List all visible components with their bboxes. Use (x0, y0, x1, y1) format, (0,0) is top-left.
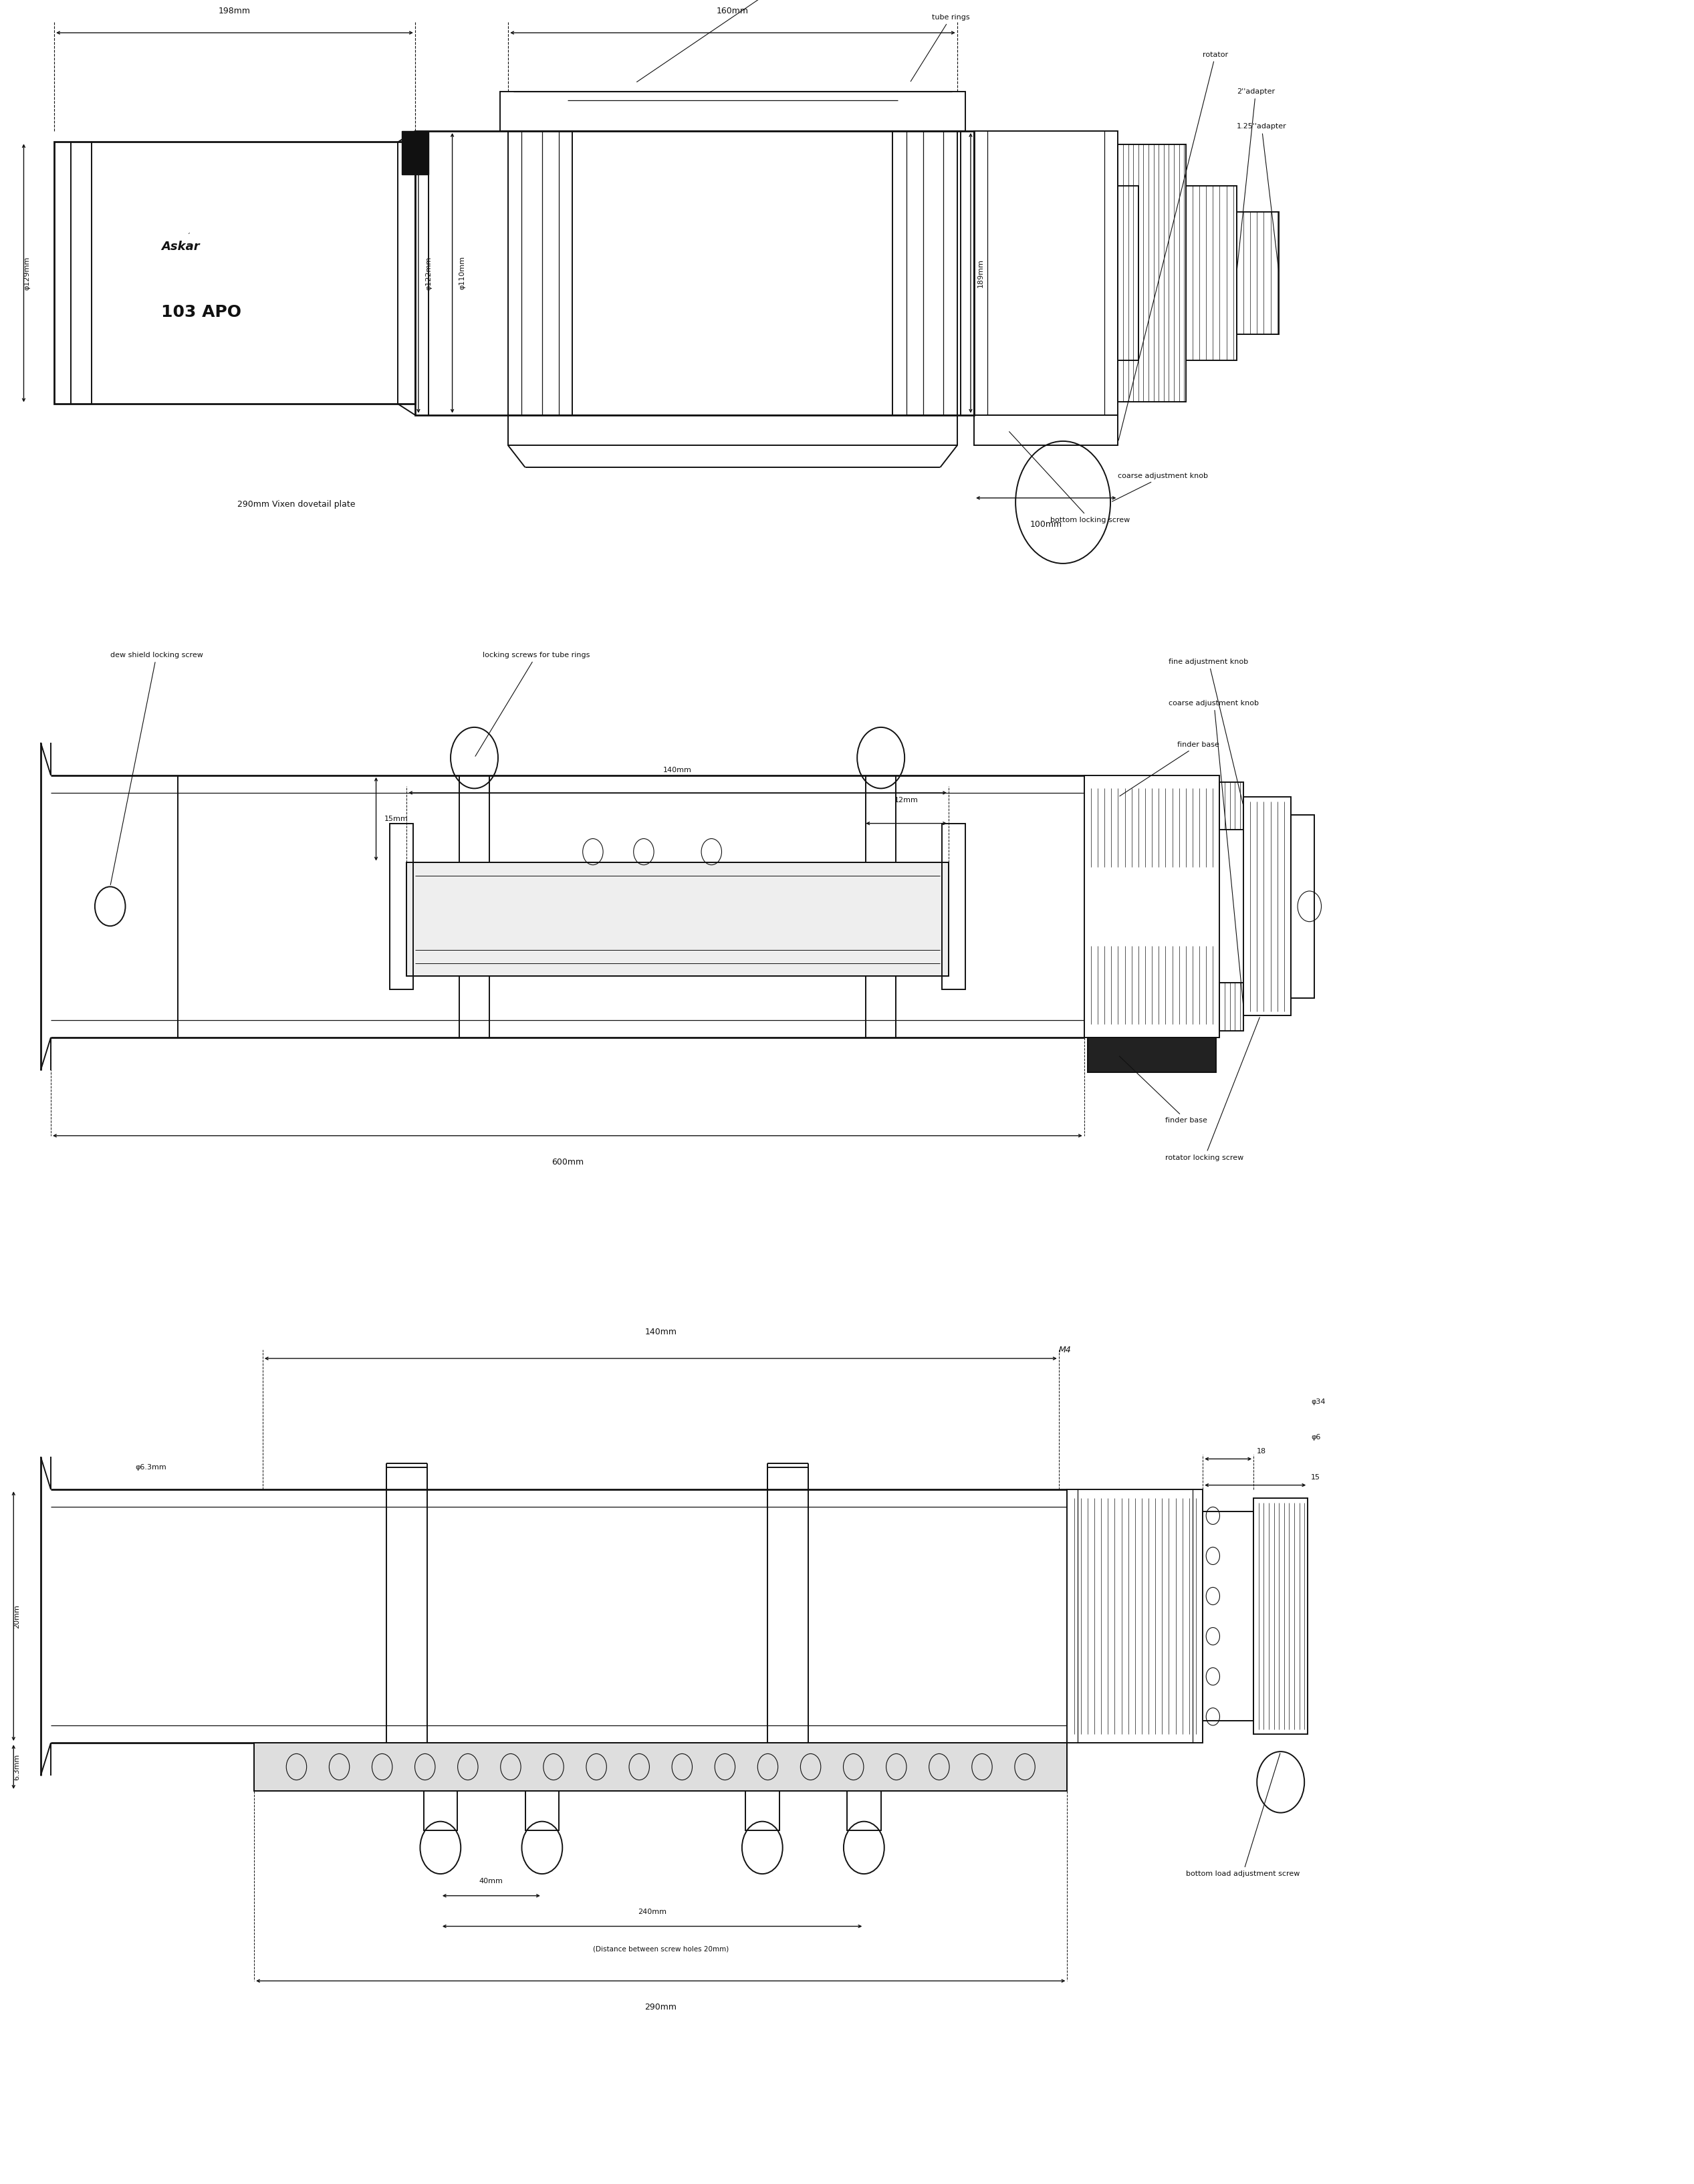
Bar (1243, 797, 1291, 1016)
Bar (401, 131, 429, 175)
Bar (1220, 782, 1243, 830)
Text: coarse adjustment knob: coarse adjustment knob (1111, 472, 1208, 502)
Bar (1220, 983, 1243, 1031)
Bar (508, 415, 957, 446)
Bar (942, 823, 966, 989)
Bar (525, 1791, 559, 1830)
Bar (1067, 1489, 1203, 1743)
Text: coarse adjustment knob: coarse adjustment knob (1169, 699, 1259, 1005)
Bar (1118, 186, 1138, 360)
Text: φ110mm: φ110mm (459, 256, 466, 290)
Text: tube rings: tube rings (911, 13, 969, 81)
Text: 189mm: 189mm (977, 258, 984, 288)
Bar (1203, 1511, 1254, 1721)
Bar (974, 131, 1118, 415)
Text: 15: 15 (1311, 1474, 1321, 1481)
Bar (1237, 212, 1279, 334)
Text: fine adjustment knob: fine adjustment knob (1169, 657, 1248, 804)
Text: φ6.3mm: φ6.3mm (136, 1463, 166, 1472)
Text: locking screws for tube rings: locking screws for tube rings (476, 651, 590, 756)
Text: 1.25''adapter: 1.25''adapter (1237, 122, 1286, 271)
Text: 290mm Vixen dovetail plate: 290mm Vixen dovetail plate (237, 500, 356, 509)
Bar (974, 415, 1118, 446)
Bar (254, 1743, 1067, 1791)
Text: dew shield locking screw: dew shield locking screw (110, 651, 203, 885)
Text: 6.3mm: 6.3mm (14, 1754, 20, 1780)
Text: handle: handle (637, 0, 796, 83)
Text: 18: 18 (1257, 1448, 1267, 1455)
Text: φ122mm: φ122mm (425, 256, 432, 290)
Text: φ129mm: φ129mm (24, 256, 30, 290)
Bar (1254, 1498, 1308, 1734)
Bar (54, 142, 415, 404)
Text: 140mm: 140mm (664, 767, 691, 773)
Bar (500, 92, 966, 131)
Text: 12mm: 12mm (894, 797, 918, 804)
Bar (1088, 1037, 1216, 1072)
Text: 100mm: 100mm (1030, 520, 1062, 529)
Text: 198mm: 198mm (219, 7, 251, 15)
Bar (893, 131, 957, 415)
Text: 600mm: 600mm (552, 1158, 583, 1166)
Text: bottom load adjustment screw: bottom load adjustment screw (1186, 1754, 1299, 1878)
Text: ´: ´ (186, 234, 190, 240)
Text: 2''adapter: 2''adapter (1237, 87, 1276, 271)
Bar (847, 1791, 881, 1830)
Text: bottom locking screw: bottom locking screw (1010, 432, 1130, 524)
Bar (508, 131, 573, 415)
Bar (424, 1791, 457, 1830)
Text: rotator locking screw: rotator locking screw (1165, 1018, 1260, 1162)
Bar (407, 863, 949, 976)
Bar (390, 823, 413, 989)
Text: M4: M4 (1059, 1345, 1071, 1354)
Text: 20mm: 20mm (14, 1605, 20, 1627)
Text: 103 APO: 103 APO (161, 304, 241, 321)
Text: 160mm: 160mm (717, 7, 749, 15)
Text: finder base: finder base (1120, 1057, 1208, 1125)
Text: Askar: Askar (161, 240, 200, 253)
Bar (767, 1468, 808, 1765)
Bar (1186, 186, 1237, 360)
Bar (745, 1791, 779, 1830)
Text: φ34: φ34 (1311, 1398, 1325, 1406)
Text: 140mm: 140mm (645, 1328, 676, 1337)
Text: (Distance between screw holes 20mm): (Distance between screw holes 20mm) (593, 1946, 728, 1952)
Bar (415, 131, 974, 415)
Bar (407, 863, 949, 976)
Bar (254, 1743, 1067, 1791)
Text: 40mm: 40mm (479, 1878, 503, 1885)
Bar (386, 1468, 427, 1765)
Text: finder base: finder base (1120, 740, 1220, 797)
Text: 15mm: 15mm (385, 815, 408, 823)
Text: 290mm: 290mm (645, 2003, 676, 2011)
Text: rotator: rotator (1118, 50, 1228, 441)
Bar (1291, 815, 1315, 998)
Text: φ6: φ6 (1311, 1433, 1321, 1441)
Bar (1084, 775, 1220, 1037)
Text: 240mm: 240mm (639, 1909, 666, 1915)
Bar (1118, 144, 1186, 402)
